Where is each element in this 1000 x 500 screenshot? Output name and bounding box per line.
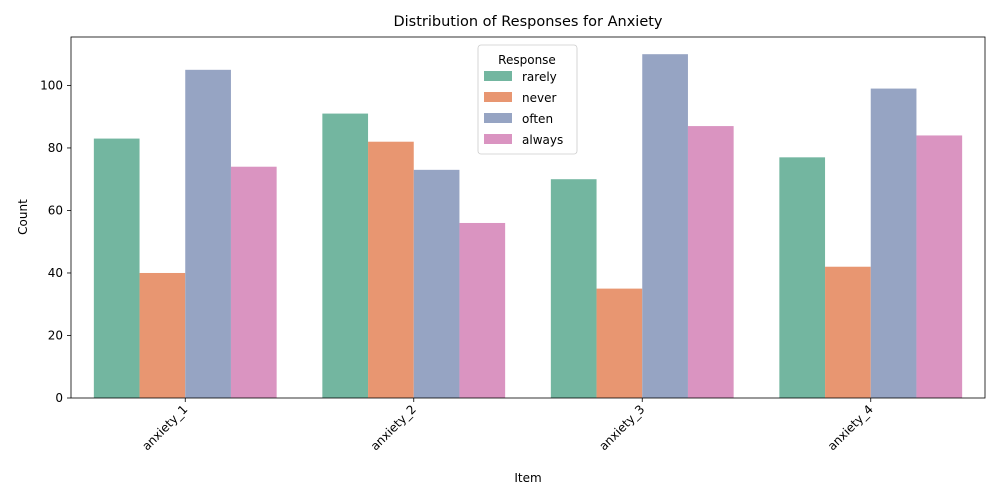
legend-swatch-often	[484, 113, 512, 123]
y-ticks: 0 20 40 60 80 100	[40, 78, 71, 405]
bar-always-anxiety_4	[916, 135, 963, 398]
bar-often-anxiety_1	[185, 69, 231, 398]
y-axis-label: Count	[16, 199, 30, 235]
y-tick-label: 40	[48, 266, 63, 280]
bar-often-anxiety_3	[642, 54, 688, 398]
axes-group	[70, 36, 986, 399]
bar-rarely-anxiety_4	[779, 157, 826, 398]
legend-title: Response	[498, 53, 556, 67]
bar-rarely-anxiety_1	[93, 138, 140, 398]
y-tick-label: 100	[40, 78, 63, 92]
legend-label-never: never	[522, 91, 556, 105]
legend: Response rarely never often always	[477, 44, 578, 155]
bar-never-anxiety_1	[139, 272, 186, 398]
legend-label-always: always	[522, 133, 563, 147]
x-tick-label: anxiety_3	[596, 402, 647, 453]
bar-always-anxiety_1	[230, 166, 277, 398]
x-tick-label: anxiety_2	[368, 402, 419, 453]
bar-often-anxiety_4	[870, 88, 917, 398]
bar-rarely-anxiety_3	[550, 179, 597, 398]
legend-label-often: often	[522, 112, 553, 126]
plot-frame	[70, 36, 986, 399]
chart-title: Distribution of Responses for Anxiety	[393, 14, 662, 30]
bar-never-anxiety_4	[825, 266, 871, 398]
bar-never-anxiety_2	[368, 141, 414, 398]
bars-group	[93, 54, 963, 398]
legend-label-rarely: rarely	[522, 70, 557, 84]
y-tick-label: 0	[55, 391, 63, 405]
y-tick-label: 80	[48, 141, 63, 155]
bar-always-anxiety_3	[687, 126, 734, 398]
y-tick-label: 20	[48, 328, 63, 342]
bar-always-anxiety_2	[459, 222, 506, 398]
y-tick-label: 60	[48, 203, 63, 217]
x-tick-label: anxiety_1	[139, 402, 190, 453]
legend-swatch-always	[484, 134, 512, 144]
legend-swatch-never	[484, 92, 512, 102]
bar-rarely-anxiety_2	[322, 113, 369, 398]
legend-swatch-rarely	[484, 71, 512, 81]
x-tick-label: anxiety_4	[825, 402, 876, 453]
x-axis-label: Item	[514, 471, 541, 485]
bar-never-anxiety_3	[596, 288, 643, 398]
bar-often-anxiety_2	[413, 169, 460, 398]
x-ticks: anxiety_1 anxiety_2 anxiety_3 anxiety_4	[139, 398, 876, 453]
